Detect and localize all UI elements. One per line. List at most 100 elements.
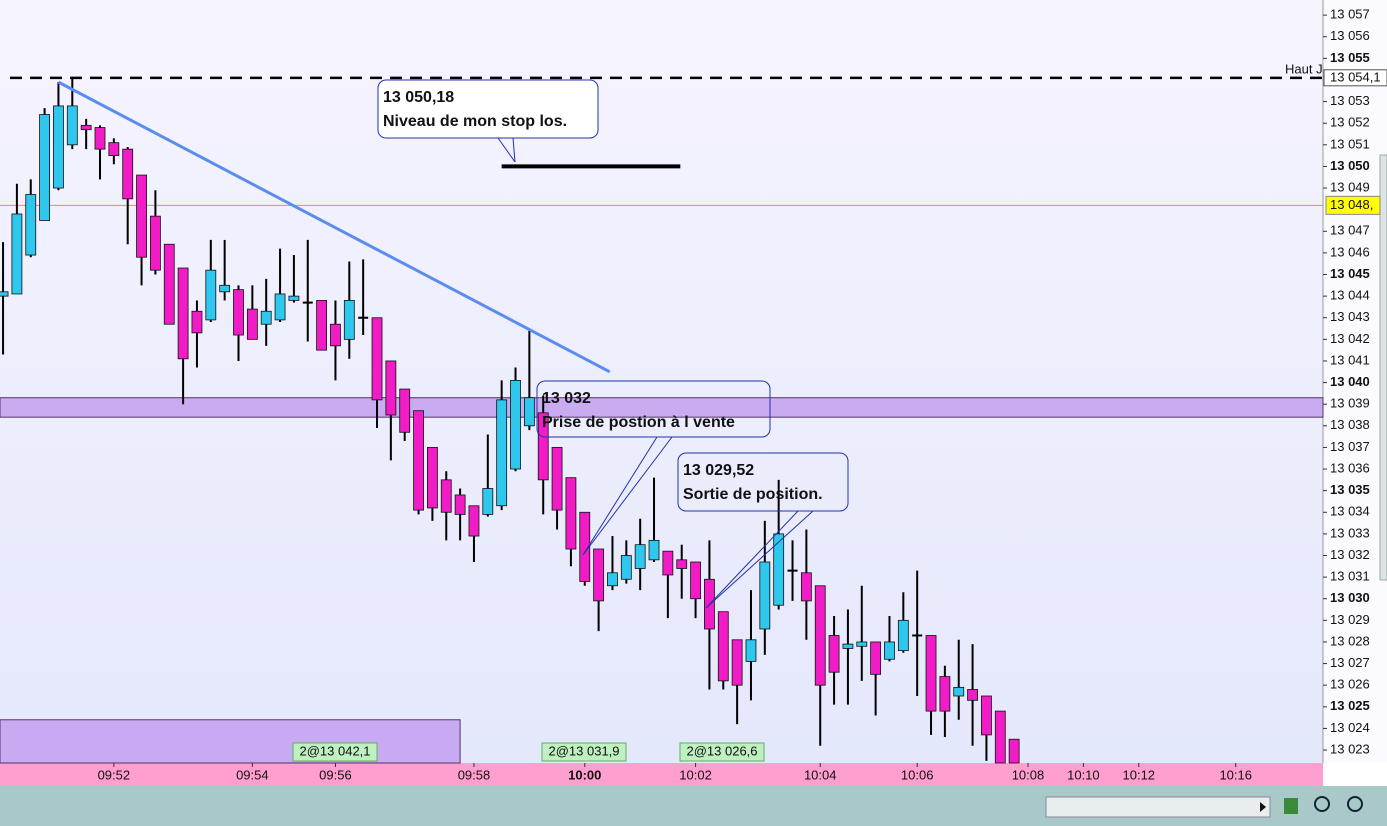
candle-body [274,293,286,321]
x-tick-label: 10:10 [1067,767,1100,782]
trade-box [679,742,765,762]
candle-body [163,243,175,325]
x-tick-label: 09:52 [98,767,131,782]
callout-box [677,452,849,512]
candle-body [662,550,674,576]
candle-body [981,695,992,736]
candle-body [939,676,951,712]
y-tick-label: 13 046 [1330,244,1370,259]
candle-body [205,269,217,321]
candle-body [496,399,508,507]
candle-body [66,105,78,146]
y-tick-label: 13 039 [1330,396,1370,411]
y-tick-label: 13 044 [1330,288,1370,303]
tool-button[interactable] [1284,798,1298,814]
y-tick-label: 13 036 [1330,460,1370,475]
candle-body [634,544,646,569]
y-tick-label: 13 052 [1330,115,1370,130]
candle-body [440,479,452,513]
y-tick-label: 13 031 [1330,569,1370,584]
y-tick-label: 13 040 [1330,374,1370,389]
candle-body [523,397,535,427]
side-panel [1379,154,1387,581]
candle-body [842,643,854,649]
candle-body [122,148,134,200]
candle-body [219,284,231,293]
candle-body [385,360,397,416]
x-tick-label: 10:02 [679,767,712,782]
y-tick-label: 13 043 [1330,309,1370,324]
candle-body [39,114,50,221]
candle-body [565,477,577,550]
y-tick-label: 13 023 [1330,741,1370,756]
candle-body [856,641,868,647]
y-tick-label: 13 047 [1330,223,1370,238]
candle-body [994,710,1006,764]
y-tick-label: 13 029 [1330,612,1370,627]
x-tick-label: 09:54 [236,767,269,782]
trade-label: 2@13 026,6 [686,743,757,758]
candle-body [53,105,64,189]
candle-body [482,488,494,515]
y-tick-label: 13 053 [1330,93,1370,108]
y-tick-label: 13 026 [1330,677,1370,692]
candle-body [925,635,937,712]
y-tick-label: 13 030 [1330,590,1370,605]
candle-body [108,142,120,157]
candle-body [717,611,729,682]
callout-text: 13 029,52 [683,462,754,479]
candle-body [773,533,785,606]
callout-pointer [497,137,516,163]
y-tick-label: 13 056 [1330,28,1370,43]
zone [0,397,1324,418]
y-tick-label: 13 034 [1330,504,1370,519]
y-tick-label: 13 051 [1330,136,1370,151]
y-tick-label: 13 050 [1330,158,1370,173]
zoom-in-button[interactable] [1314,796,1330,812]
callout-pointer [582,436,673,556]
time-axis-background [0,763,1323,786]
trade-label: 2@13 042,1 [299,743,370,758]
candle-body [136,174,147,258]
candle-body [399,388,411,433]
candle-body [745,639,757,662]
zoom-out-button[interactable] [1347,796,1363,812]
candle-body [427,447,438,509]
x-tick-label: 10:12 [1123,767,1156,782]
last-price-label: 13 048, [1330,197,1373,212]
y-tick-label: 13 055 [1330,50,1370,65]
candle-body [454,494,466,515]
candle-body [330,323,341,347]
candle-body [620,555,632,580]
candle-body [371,317,383,401]
candle-body [0,291,9,297]
candle-body [897,619,909,652]
candle-body [150,215,161,271]
x-tick-label: 10:04 [804,767,837,782]
candle-body [25,194,37,256]
callout-pointer [582,436,658,556]
scroll-arrow[interactable] [1260,802,1266,812]
high-of-day-box [1323,69,1387,87]
x-tick-label: 10:16 [1219,767,1252,782]
y-tick-label: 13 049 [1330,179,1370,194]
chart-layer: 13 057 13 056 13 055 13 053 13 052 13 051 13 0… [0,7,1387,782]
y-tick-label: 13 024 [1330,720,1370,735]
candle-body [288,295,300,301]
candle-body [800,572,812,602]
x-tick-label: 10:00 [568,767,601,782]
y-tick-label: 13 032 [1330,547,1370,562]
y-tick-label: 13 045 [1330,266,1370,281]
x-tick-label: 09:56 [319,767,352,782]
candle-body [343,300,355,340]
scrollbar[interactable] [1045,796,1271,818]
candle-body [870,641,882,675]
callout-pointer [512,137,516,163]
candle-body [80,124,92,131]
y-tick-label: 13 057 [1330,7,1370,22]
candle-body [233,289,244,336]
candle-body [246,308,258,340]
candle-body [690,561,701,600]
